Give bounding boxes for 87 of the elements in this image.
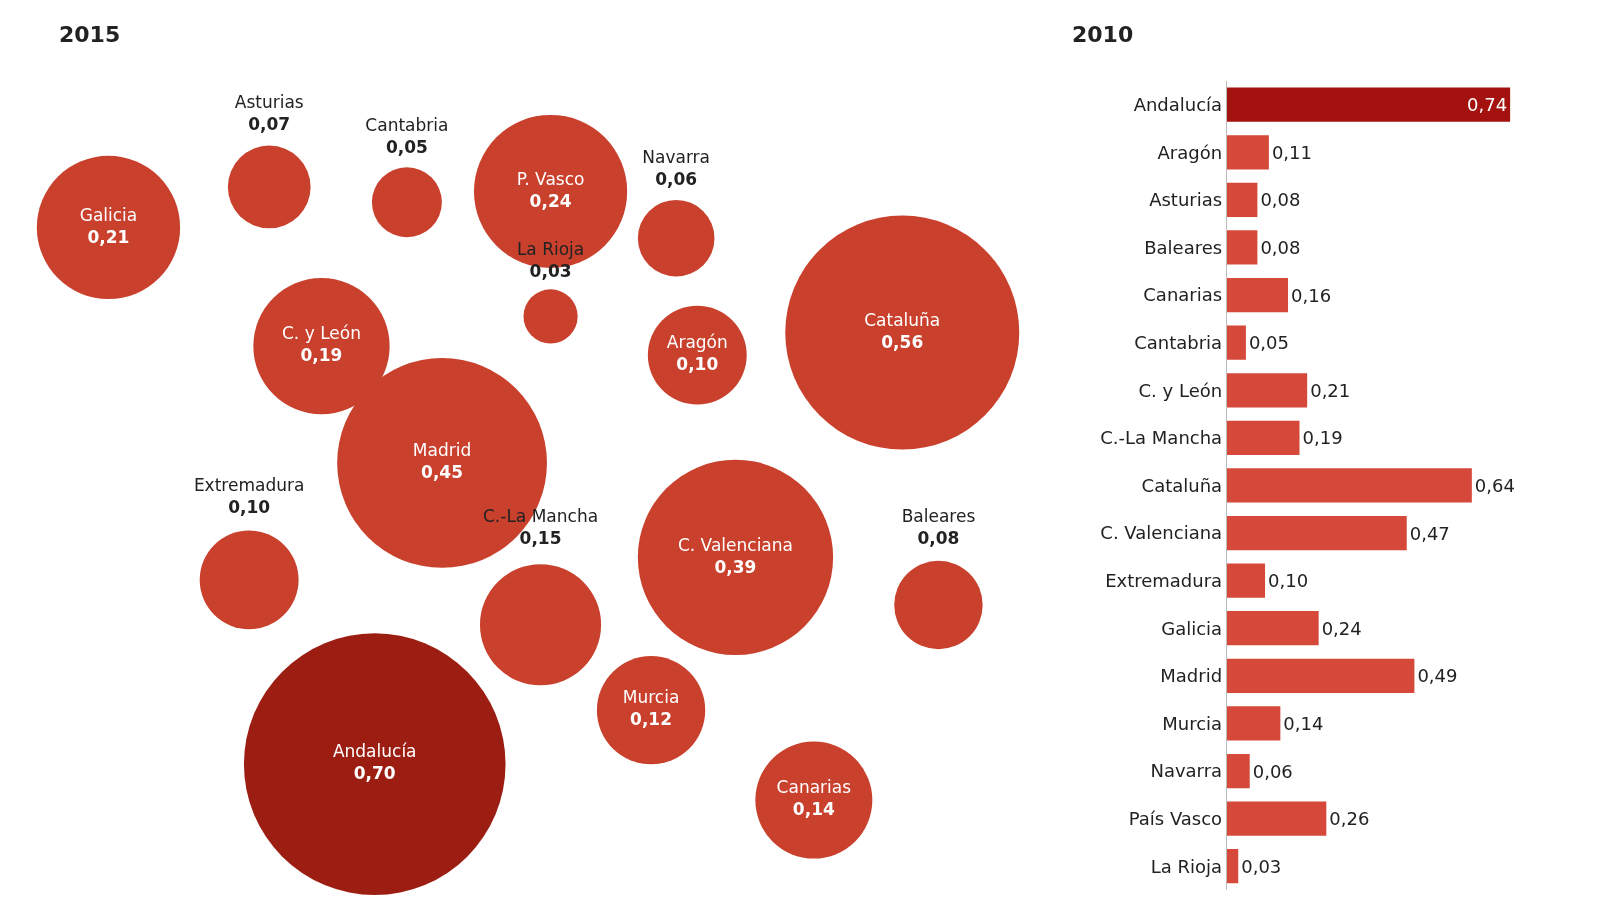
- y-tick-label: Madrid: [1160, 665, 1223, 687]
- data-label: 0,70: [353, 763, 396, 784]
- data-label: 0,08: [1260, 189, 1301, 211]
- bar: [1226, 373, 1308, 408]
- category-label: Canarias: [776, 777, 852, 798]
- bar: [1226, 325, 1246, 360]
- data-label: 0,08: [917, 528, 960, 549]
- chart-title: 2010: [1072, 22, 1134, 47]
- y-tick-label: Cantabria: [1134, 331, 1223, 353]
- data-label: 0,16: [1291, 284, 1332, 306]
- category-label: Baleares: [901, 506, 976, 527]
- data-label: 0,74: [1467, 94, 1508, 116]
- data-label: 0,11: [1271, 141, 1312, 163]
- y-tick-label: C. Valenciana: [1100, 522, 1223, 544]
- data-label: 0,64: [1474, 474, 1515, 496]
- bar: [1226, 849, 1239, 884]
- data-label: 0,45: [421, 462, 464, 483]
- data-label: 0,19: [300, 345, 343, 366]
- category-label: Extremadura: [193, 474, 305, 495]
- bar: [1226, 706, 1281, 741]
- bar: [1226, 87, 1511, 122]
- bar: [1226, 611, 1319, 646]
- y-tick-label: Asturias: [1149, 189, 1223, 211]
- data-label: 0,24: [1321, 617, 1362, 639]
- text: 2015: [59, 22, 121, 47]
- data-label: 0,08: [1260, 236, 1301, 258]
- y-tick-label: C. y León: [1138, 379, 1223, 401]
- y-tick-label: La Rioja: [1150, 855, 1223, 877]
- bar: [1226, 753, 1250, 789]
- data-label: 0,12: [630, 709, 673, 730]
- bar: [1226, 135, 1269, 170]
- category-label: Cataluña: [864, 309, 941, 330]
- category-label: Asturias: [234, 91, 304, 112]
- data-label: 0,21: [1310, 379, 1351, 401]
- bar: [1226, 230, 1258, 265]
- y-tick-label: Cataluña: [1141, 474, 1223, 496]
- category-label: P. Vasco: [516, 168, 585, 189]
- y-tick-label: País Vasco: [1128, 807, 1223, 829]
- data-label: 0,10: [1268, 570, 1309, 592]
- category-label: Murcia: [622, 687, 680, 708]
- data-label: 0,05: [385, 137, 428, 158]
- y-tick-label: Murcia: [1162, 712, 1223, 734]
- y-tick-label: Extremadura: [1105, 569, 1223, 591]
- category-label: C.-La Mancha: [482, 505, 599, 526]
- y-tick-label: Aragón: [1157, 141, 1223, 163]
- bar: [1226, 468, 1472, 503]
- data-label: 0,06: [655, 169, 698, 190]
- data-label: 0,06: [1252, 760, 1293, 782]
- category-label: Cantabria: [365, 115, 449, 136]
- y-tick-label: Navarra: [1150, 760, 1223, 782]
- y-tick-label: Galicia: [1161, 617, 1223, 639]
- y-tick-label: Baleares: [1144, 236, 1223, 258]
- data-label: 0,19: [1302, 427, 1343, 449]
- y-tick-label: Canarias: [1143, 284, 1223, 306]
- category-label: C. Valenciana: [677, 534, 793, 555]
- bar: [1226, 563, 1266, 598]
- category-label: C. y León: [282, 323, 361, 344]
- bar: [1226, 515, 1407, 551]
- data-label: 0,49: [1417, 665, 1458, 687]
- bar: [1226, 801, 1327, 836]
- category-label: Madrid: [412, 440, 472, 461]
- y-tick-label: Andalucía: [1133, 94, 1223, 115]
- data-label: 0,10: [676, 354, 719, 375]
- bar: [1226, 277, 1289, 313]
- data-label: 0,26: [1329, 808, 1370, 830]
- y-tick-label: C.-La Mancha: [1100, 427, 1223, 449]
- data-label: 0,03: [529, 261, 572, 282]
- data-label: 0,14: [1283, 712, 1324, 734]
- data-label: 0,21: [87, 226, 130, 247]
- category-label: Navarra: [642, 147, 711, 168]
- data-label: 0,03: [1241, 855, 1282, 877]
- data-label: 0,14: [792, 799, 835, 820]
- bar: [1226, 658, 1415, 693]
- category-label: Andalucía: [332, 741, 417, 762]
- data-label: 0,05: [1248, 332, 1289, 354]
- category-label: La Rioja: [516, 239, 585, 260]
- data-label: 0,39: [714, 556, 757, 577]
- data-label: 0,24: [529, 190, 572, 211]
- data-label: 0,15: [519, 527, 562, 548]
- bar: [1226, 420, 1300, 455]
- data-label: 0,56: [881, 331, 924, 352]
- data-label: 0,47: [1409, 522, 1450, 544]
- data-label: 0,07: [248, 114, 291, 135]
- bar: [1226, 182, 1258, 218]
- category-label: Aragón: [666, 332, 728, 353]
- data-label: 0,10: [228, 496, 271, 517]
- category-label: Galicia: [79, 204, 138, 225]
